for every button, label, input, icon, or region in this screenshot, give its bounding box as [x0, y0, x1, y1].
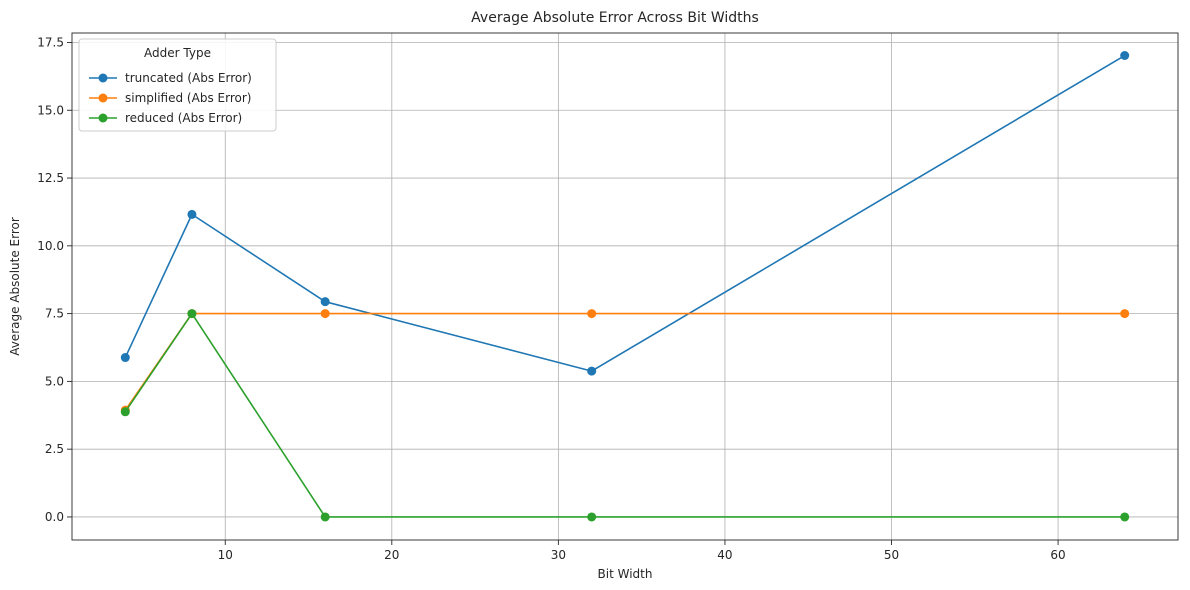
data-point	[187, 209, 197, 219]
data-point	[587, 309, 597, 319]
chart-title: Average Absolute Error Across Bit Widths	[471, 10, 759, 26]
y-tick-label: 7.5	[45, 307, 64, 321]
y-tick-label: 12.5	[37, 171, 64, 185]
series-layer	[120, 51, 1130, 522]
legend-title: Adder Type	[144, 46, 211, 60]
data-point	[587, 512, 597, 522]
y-tick-label: 17.5	[37, 35, 64, 49]
legend-marker	[98, 113, 108, 123]
legend-label: truncated (Abs Error)	[125, 71, 252, 85]
y-tick-label: 5.0	[45, 374, 64, 388]
x-tick-label: 20	[384, 548, 399, 562]
data-point	[587, 366, 597, 376]
y-axis: 0.0 2.5 5.0 7.5 10.0 12.5 15.0 17.5	[37, 35, 72, 524]
x-tick-label: 50	[884, 548, 899, 562]
data-point	[320, 512, 330, 522]
x-tick-label: 30	[551, 548, 566, 562]
legend-marker	[98, 93, 108, 103]
x-axis-title: Bit Width	[598, 567, 653, 581]
legend-label: simplified (Abs Error)	[125, 91, 251, 105]
legend: Adder Type truncated (Abs Error) simplifie…	[78, 38, 277, 132]
data-point	[120, 353, 130, 363]
x-tick-label: 10	[218, 548, 233, 562]
data-point	[120, 407, 130, 417]
y-tick-label: 10.0	[37, 239, 64, 253]
x-axis: 10 20 30 40 50 60	[218, 540, 1066, 562]
plot-frame	[71, 32, 1179, 541]
y-tick-label: 2.5	[45, 442, 64, 456]
x-tick-label: 60	[1050, 548, 1065, 562]
legend-label: reduced (Abs Error)	[125, 111, 242, 125]
data-point	[1120, 512, 1130, 522]
y-axis-title: Average Absolute Error	[8, 217, 22, 356]
data-point	[1120, 309, 1130, 319]
data-point	[320, 297, 330, 307]
y-tick-label: 0.0	[45, 510, 64, 524]
legend-marker	[98, 73, 108, 83]
data-point	[1120, 51, 1130, 61]
y-tick-label: 15.0	[37, 103, 64, 117]
data-point	[187, 309, 197, 319]
legend-box	[78, 38, 277, 132]
x-tick-label: 40	[717, 548, 732, 562]
data-point	[320, 309, 330, 319]
